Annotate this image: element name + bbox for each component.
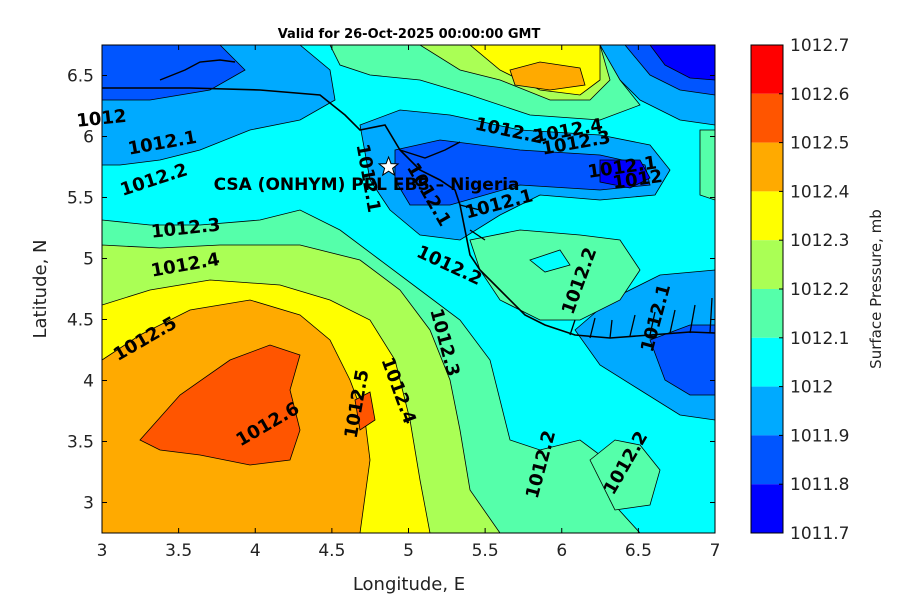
colorbar-tick-label: 1012.6 (790, 85, 849, 105)
colorbar-tick-label: 1012.5 (790, 134, 849, 154)
colorbar: 1012.7 1012.6 1012.5 1012.4 1012.3 1012.2 1012… (750, 36, 849, 544)
x-tick-label: 3.5 (165, 541, 192, 561)
site-label: CSA (ONHYM) PPL EBS – Nigeria (214, 175, 520, 195)
band-1012-2-east (469, 229, 641, 321)
colorbar-label: Surface Pressure, mb (867, 209, 885, 369)
y-tick-label: 4.5 (67, 311, 94, 331)
colorbar-tick-label: 1011.8 (790, 475, 849, 495)
y-tick-label: 5 (83, 250, 94, 270)
colorbar-tick-label: 1011.9 (790, 426, 849, 446)
x-tick-label: 3 (97, 541, 108, 561)
colorbar-swatch (751, 191, 783, 241)
band-1011-8-central (599, 159, 651, 189)
band-1012-2-east-edge (699, 129, 715, 201)
x-axis-label: Longitude, E (353, 574, 465, 595)
y-tick-label: 3 (83, 494, 94, 514)
x-tick-label: 4 (250, 541, 261, 561)
band-1011-9-central (394, 139, 651, 206)
colorbar-tick-label: 1012 (790, 378, 833, 398)
colorbar-swatch (751, 142, 783, 192)
band-1012-5-north (509, 61, 586, 91)
band-1012-6-patch (354, 391, 376, 431)
site-star-icon (377, 155, 400, 177)
colorbar-swatch (751, 45, 783, 94)
y-tick-label: 5.5 (67, 189, 94, 209)
colorbar-swatch (751, 289, 783, 338)
site-marker-layer: CSA (ONHYM) PPL EBS – Nigeria (214, 155, 520, 195)
y-tick-label: 6.5 (67, 67, 94, 87)
x-tick-label: 5.5 (472, 541, 499, 561)
colorbar-swatch (751, 435, 783, 485)
x-axis: 3 3.5 4 4.5 5 5.5 6 6.5 7 (97, 45, 721, 561)
band-1011-9-se (649, 324, 715, 396)
y-axis-label: Latitude, N (30, 240, 51, 339)
river-outline (399, 141, 461, 159)
colorbar-tick-label: 1012.3 (790, 231, 849, 251)
y-tick-label: 3.5 (67, 433, 94, 453)
x-tick-label: 4.5 (318, 541, 345, 561)
niger-delta-creeks (569, 297, 713, 339)
coastal-creeks (459, 204, 486, 241)
colorbar-swatch (751, 240, 783, 289)
colorbar-swatch (751, 337, 783, 387)
y-tick-label: 6 (83, 128, 94, 148)
band-1012-2-se (589, 439, 661, 511)
x-tick-label: 7 (710, 541, 721, 561)
map-title: Valid for 26-Oct-2025 00:00:00 GMT (278, 27, 541, 42)
colorbar-tick-label: 1012.4 (790, 182, 849, 202)
band-1012-1-pocket (529, 249, 571, 273)
lagoon-outline (159, 59, 236, 81)
x-tick-label: 5 (403, 541, 414, 561)
colorbar-swatch (751, 93, 783, 143)
band-1012-6-south (139, 344, 301, 466)
colorbar-swatch (751, 386, 783, 436)
x-tick-label: 6.5 (625, 541, 652, 561)
x-tick-label: 6 (556, 541, 567, 561)
band-1011-8-ne (649, 45, 715, 81)
y-axis: 3 3.5 4 4.5 5 5.5 6 6.5 (67, 67, 715, 514)
pressure-field (102, 45, 715, 533)
y-tick-label: 4 (83, 372, 94, 392)
colorbar-tick-label: 1012.7 (790, 36, 849, 56)
colorbar-tick-label: 1012.2 (790, 280, 849, 300)
colorbar-tick-label: 1011.7 (790, 524, 849, 544)
colorbar-swatch (751, 484, 783, 533)
band-1011-9-north (102, 45, 246, 101)
contour-label: 1012 (75, 106, 127, 132)
colorbar-tick-label: 1012.1 (790, 329, 849, 349)
